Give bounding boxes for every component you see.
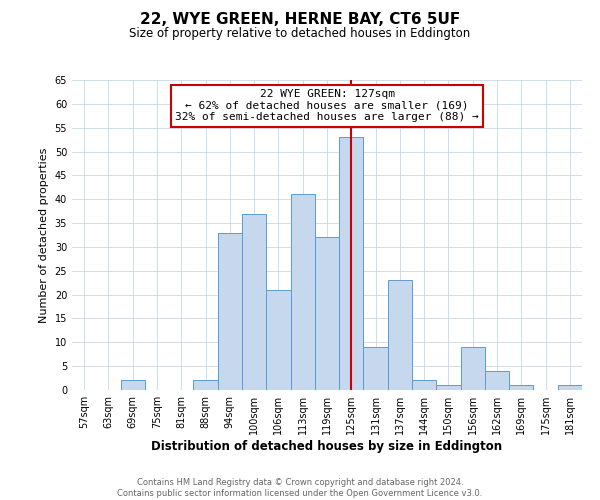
Bar — [412, 380, 436, 390]
Text: 22 WYE GREEN: 127sqm
← 62% of detached houses are smaller (169)
32% of semi-deta: 22 WYE GREEN: 127sqm ← 62% of detached h… — [175, 90, 479, 122]
Bar — [290, 194, 315, 390]
Bar — [364, 347, 388, 390]
Bar — [509, 385, 533, 390]
Bar — [193, 380, 218, 390]
Bar — [266, 290, 290, 390]
Bar — [388, 280, 412, 390]
Bar — [218, 232, 242, 390]
X-axis label: Distribution of detached houses by size in Eddington: Distribution of detached houses by size … — [151, 440, 503, 453]
Bar — [339, 137, 364, 390]
Bar — [121, 380, 145, 390]
Text: Size of property relative to detached houses in Eddington: Size of property relative to detached ho… — [130, 28, 470, 40]
Y-axis label: Number of detached properties: Number of detached properties — [39, 148, 49, 322]
Text: 22, WYE GREEN, HERNE BAY, CT6 5UF: 22, WYE GREEN, HERNE BAY, CT6 5UF — [140, 12, 460, 28]
Text: Contains HM Land Registry data © Crown copyright and database right 2024.
Contai: Contains HM Land Registry data © Crown c… — [118, 478, 482, 498]
Bar — [485, 371, 509, 390]
Bar — [436, 385, 461, 390]
Bar — [242, 214, 266, 390]
Bar — [461, 347, 485, 390]
Bar — [315, 238, 339, 390]
Bar — [558, 385, 582, 390]
